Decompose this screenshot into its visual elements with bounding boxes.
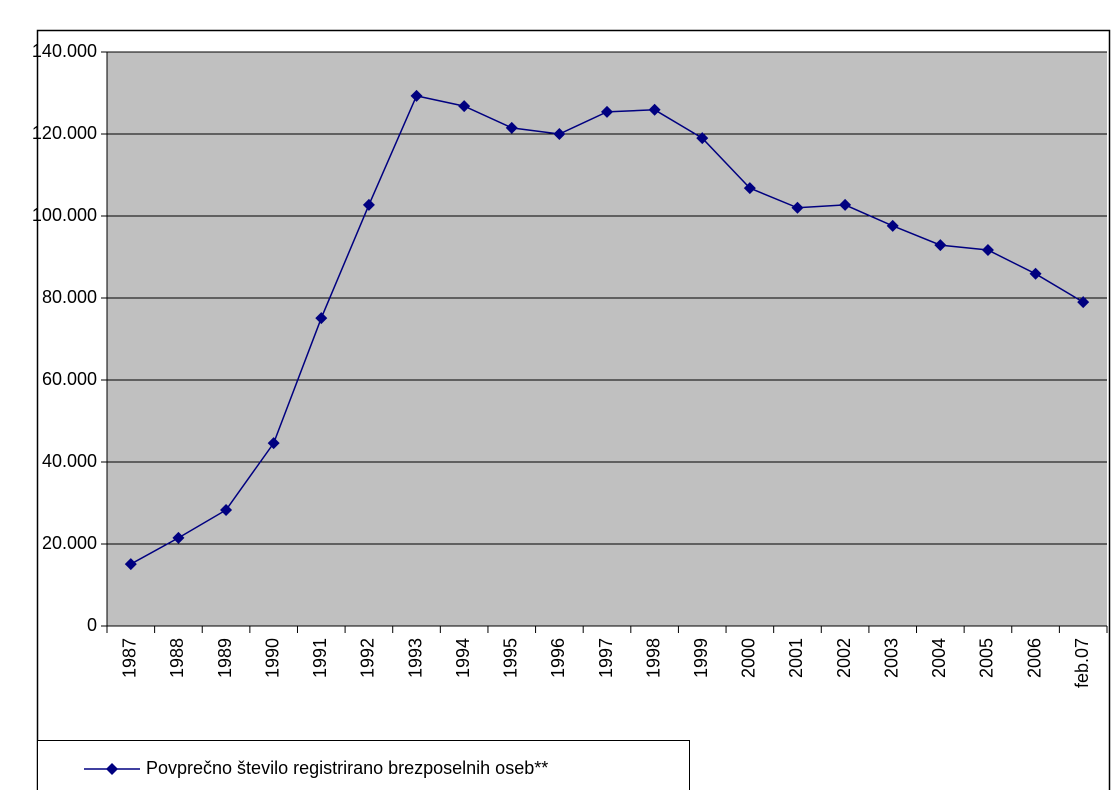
y-tick-label: 0 <box>87 615 97 635</box>
data-marker <box>410 89 423 102</box>
x-tick-label: 1995 <box>501 638 521 678</box>
data-marker <box>886 219 899 232</box>
data-marker <box>934 239 947 252</box>
x-tick-label: 2006 <box>1024 638 1044 678</box>
legend-box <box>37 740 690 790</box>
x-tick-label: 1996 <box>548 638 568 678</box>
data-marker <box>267 437 280 450</box>
legend-label: Povprečno število registrirano brezposel… <box>146 758 548 778</box>
legend-marker <box>106 763 118 775</box>
x-tick-label: 2005 <box>977 638 997 678</box>
x-tick-label: 1991 <box>310 638 330 678</box>
x-tick-label: 1999 <box>691 638 711 678</box>
x-tick-label: 2004 <box>929 638 949 678</box>
y-tick-label: 140.000 <box>32 41 97 61</box>
data-marker <box>1029 267 1042 280</box>
plot-area <box>107 52 1107 626</box>
data-marker <box>220 503 233 516</box>
x-tick-label: 1993 <box>405 638 425 678</box>
y-tick-label: 80.000 <box>42 287 97 307</box>
x-tick-label: 1989 <box>215 638 235 678</box>
x-tick-label: 2001 <box>786 638 806 678</box>
data-marker <box>458 100 471 113</box>
data-marker <box>172 531 185 544</box>
data-marker <box>743 182 756 195</box>
y-tick-label: 120.000 <box>32 123 97 143</box>
data-marker <box>791 201 804 214</box>
y-tick-label: 100.000 <box>32 205 97 225</box>
data-marker <box>981 244 994 257</box>
data-marker <box>553 128 566 140</box>
y-tick-label: 20.000 <box>42 533 97 553</box>
x-tick-label: 2002 <box>834 638 854 678</box>
data-marker <box>1077 296 1090 309</box>
x-tick-label: 1997 <box>596 638 616 678</box>
data-marker <box>505 121 518 134</box>
x-tick-label: 1994 <box>453 638 473 678</box>
data-marker <box>315 312 328 325</box>
data-marker <box>601 105 613 118</box>
data-marker <box>839 198 852 211</box>
data-marker <box>362 198 375 211</box>
data-marker <box>648 103 661 116</box>
x-tick-label: 2000 <box>739 638 759 678</box>
data-marker <box>124 558 137 571</box>
x-tick-label: 1988 <box>167 638 187 678</box>
x-tick-label: 1987 <box>120 638 140 678</box>
y-tick-label: 60.000 <box>42 369 97 389</box>
x-tick-label: 1992 <box>358 638 378 678</box>
x-tick-label: feb.07 <box>1072 638 1092 688</box>
x-tick-label: 2003 <box>881 638 901 678</box>
y-tick-label: 40.000 <box>42 451 97 471</box>
x-tick-label: 1990 <box>262 638 282 678</box>
data-marker <box>696 132 709 145</box>
x-tick-label: 1998 <box>643 638 663 678</box>
